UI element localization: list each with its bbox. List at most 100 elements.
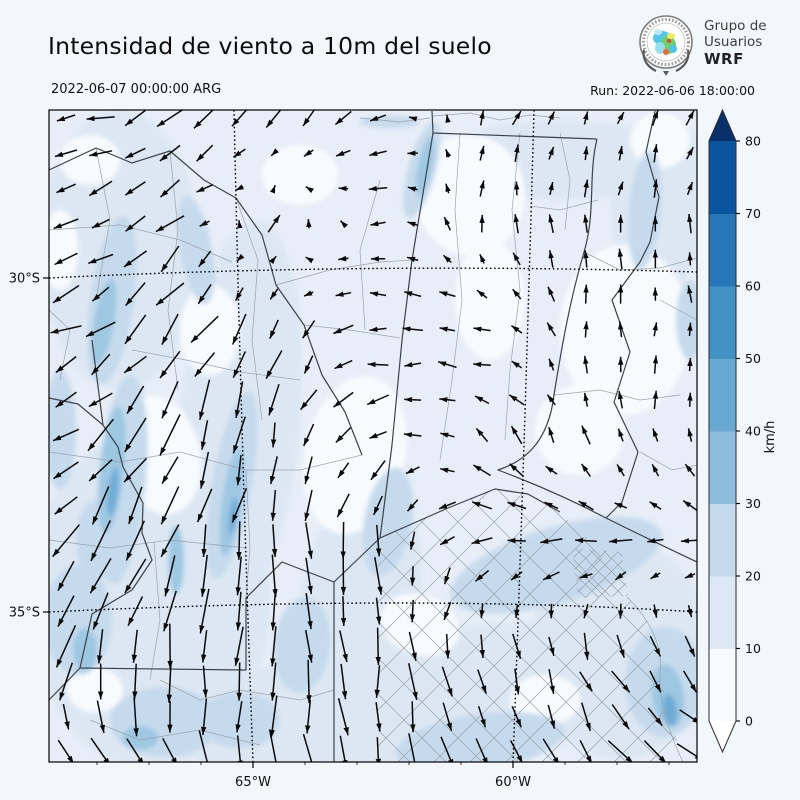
shading-blob xyxy=(262,145,338,205)
shading-blob xyxy=(49,370,76,490)
wind-arrow xyxy=(123,250,148,268)
wind-arrow xyxy=(375,524,382,557)
wind-arrow xyxy=(159,144,181,162)
colorbar-segment xyxy=(709,213,736,287)
colorbar-segment xyxy=(709,358,736,432)
wind-arrow xyxy=(442,254,452,264)
province-boundary-line xyxy=(49,339,153,701)
wind-arrow xyxy=(88,392,113,408)
wind-arrow xyxy=(162,737,178,762)
wind-arrow xyxy=(474,395,490,405)
logo-line3: WRF xyxy=(704,50,744,69)
wind-arrow xyxy=(270,490,277,521)
wind-arrow xyxy=(123,457,148,483)
wind-arrow xyxy=(199,451,210,489)
wind-arrow xyxy=(375,627,381,666)
colorbar-over-arrow xyxy=(709,110,736,141)
colorbar-tick-label: 0 xyxy=(745,714,753,729)
colorbar-tick-label: 40 xyxy=(745,424,761,439)
wind-arrow xyxy=(687,428,693,442)
wind-arrow xyxy=(542,738,560,762)
wind-arrow xyxy=(508,394,525,406)
wind-arrow xyxy=(304,629,313,663)
shading-blob xyxy=(455,240,525,360)
wind-arrow xyxy=(302,110,315,127)
wind-arrow xyxy=(547,704,556,729)
wind-arrow xyxy=(303,355,314,374)
boundary-line xyxy=(167,150,179,391)
wind-arrow xyxy=(337,462,350,479)
colorbar-tick-label: 20 xyxy=(745,569,761,584)
wind-arrow xyxy=(269,184,276,194)
wind-arrow xyxy=(369,430,387,440)
wind-arrow xyxy=(616,111,625,125)
wind-arrow xyxy=(202,665,208,698)
wind-arrow xyxy=(57,739,74,762)
wind-arrow xyxy=(614,571,627,581)
wind-arrow xyxy=(438,501,456,510)
wind-arrow xyxy=(199,220,210,227)
shading-blob xyxy=(98,406,126,534)
wind-arrow xyxy=(614,502,628,509)
wind-arrow xyxy=(55,356,77,374)
wind-arrow xyxy=(402,326,423,332)
wind-arrow xyxy=(649,635,662,657)
wind-arrow xyxy=(90,520,111,562)
wind-arrow xyxy=(374,556,383,595)
wind-arrow xyxy=(335,149,351,157)
wind-arrow xyxy=(194,352,216,377)
wind-arrow xyxy=(652,179,659,198)
wind-arrow xyxy=(234,381,244,419)
wind-arrow xyxy=(268,729,277,762)
wind-arrow xyxy=(514,668,520,695)
wind-arrow xyxy=(56,114,76,122)
wind-arrow xyxy=(52,284,80,304)
wind-arrow xyxy=(647,537,664,544)
wind-arrow xyxy=(680,538,697,544)
shading-blob xyxy=(510,675,580,725)
wind-arrow xyxy=(265,110,282,128)
wind-arrow xyxy=(91,286,110,302)
wind-arrow xyxy=(479,145,485,161)
shading-blob xyxy=(107,468,119,516)
wind-arrow xyxy=(583,214,589,233)
lat-tick-label: 35°S xyxy=(9,606,40,621)
wind-arrow xyxy=(437,360,457,369)
wind-arrow xyxy=(155,282,185,306)
wind-arrow xyxy=(652,604,658,618)
wind-arrow xyxy=(339,220,349,229)
wind-arrow xyxy=(124,110,146,127)
wind-arrow xyxy=(369,150,387,157)
boundary-line xyxy=(359,179,381,331)
wind-arrow xyxy=(159,414,181,456)
wind-arrow xyxy=(442,702,453,732)
wind-arrow xyxy=(270,662,277,701)
wind-arrow xyxy=(339,735,348,762)
province-boundary-line xyxy=(79,561,335,762)
wind-arrow xyxy=(687,357,693,372)
wind-arrow xyxy=(56,183,76,194)
wind-arrow xyxy=(652,322,658,337)
wind-arrow xyxy=(303,149,314,158)
shading-blob xyxy=(535,385,625,475)
wind-arrow xyxy=(124,558,147,594)
wind-arrow xyxy=(643,740,667,762)
wind-arrow xyxy=(652,428,659,442)
colorbar-under-arrow xyxy=(709,721,736,752)
wind-arrow xyxy=(546,394,556,406)
wind-arrow xyxy=(303,290,314,297)
wind-arrow xyxy=(270,591,277,631)
run-time-label: Run: 2022-06-06 18:00:00 xyxy=(590,83,755,98)
wind-arrow xyxy=(57,560,75,592)
wind-arrow xyxy=(686,146,694,160)
wind-arrow xyxy=(88,459,113,482)
wind-arrow xyxy=(652,144,659,163)
wind-arrow xyxy=(545,465,558,475)
wind-arrow xyxy=(91,218,110,229)
wind-arrow xyxy=(196,144,214,162)
wind-arrow xyxy=(439,291,456,298)
wind-arrow xyxy=(270,148,279,157)
boundary-line xyxy=(149,541,161,681)
wind-arrow xyxy=(616,634,625,658)
colorbar-segment xyxy=(709,648,736,722)
